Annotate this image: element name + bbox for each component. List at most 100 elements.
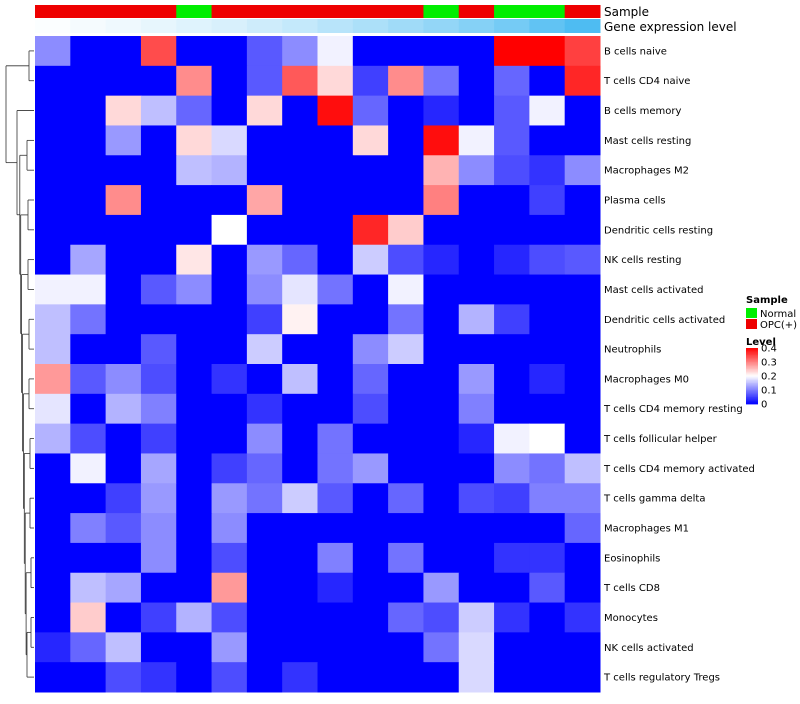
heatmap-cell	[317, 483, 354, 514]
heatmap-cell	[140, 65, 177, 97]
annotation-tracks	[35, 5, 601, 33]
heatmap-cell	[70, 214, 107, 246]
heatmap-cell	[388, 572, 424, 604]
sample-track-cell	[246, 5, 283, 18]
level-legend-tick-label: 0.3	[761, 358, 777, 369]
heatmap-cell	[423, 334, 460, 365]
heatmap-cell	[105, 65, 142, 97]
heatmap-cell	[70, 155, 107, 186]
heatmap-cell	[352, 513, 389, 544]
heatmap-cell	[211, 125, 248, 156]
heatmap-cell	[35, 632, 71, 663]
heatmap-cell	[317, 602, 354, 633]
level-legend-gradient-step	[746, 394, 758, 396]
heatmap-cell	[246, 304, 283, 335]
heatmap-cell	[423, 662, 460, 693]
heatmap-cell	[529, 513, 566, 544]
heatmap-cell	[211, 453, 248, 484]
heatmap-cell	[70, 125, 107, 156]
heatmap-cell	[352, 244, 389, 276]
heatmap-cell	[35, 155, 71, 186]
heatmap-cell	[105, 662, 142, 693]
level-legend-tick-label: 0.1	[761, 386, 777, 397]
heatmap-cell	[317, 542, 354, 574]
heatmap-cell	[494, 393, 530, 425]
heatmap-cell	[529, 214, 566, 246]
heatmap-cell	[388, 602, 424, 633]
heatmap-cell	[140, 542, 177, 574]
heatmap-cell	[317, 95, 354, 126]
heatmap-cell	[105, 423, 142, 454]
heatmap-cell	[35, 393, 71, 425]
level-legend-gradient-step	[746, 401, 758, 403]
heatmap-cell	[282, 364, 318, 395]
heatmap-cell	[494, 155, 530, 186]
heatmap-cell	[35, 483, 71, 514]
heatmap-cell	[564, 572, 601, 604]
row-label: T cells CD8	[603, 583, 660, 594]
level-legend-gradient-step	[746, 370, 758, 373]
heatmap-cell	[352, 36, 389, 67]
heatmap-cell	[140, 274, 177, 305]
level-legend-gradient-step	[746, 357, 758, 360]
heatmap-cell	[317, 453, 354, 484]
heatmap-cell	[529, 244, 566, 276]
sample-legend-title: Sample	[746, 295, 788, 306]
heatmap-cell	[529, 125, 566, 156]
heatmap-cell	[176, 423, 213, 454]
level-legend-gradient-step	[746, 366, 758, 368]
heatmap-cell	[317, 364, 354, 395]
level-legend-gradient-step	[746, 363, 758, 366]
heatmap-cell	[423, 483, 460, 514]
row-labels: B cells naive T cells CD4 naive B cells me…	[603, 46, 755, 683]
heatmap-cell	[564, 125, 601, 156]
heatmap-cell	[529, 662, 566, 693]
expression-track-cell	[35, 19, 71, 33]
heatmap-cell	[388, 304, 424, 335]
heatmap-cells	[35, 36, 601, 693]
heatmap-cell	[388, 662, 424, 693]
heatmap-cell	[140, 334, 177, 365]
heatmap-cell	[140, 185, 177, 216]
row-label: NK cells activated	[604, 643, 694, 654]
heatmap-cell	[282, 542, 318, 574]
heatmap-cell	[211, 632, 248, 663]
heatmap-cell	[105, 364, 142, 395]
heatmap-cell	[458, 334, 495, 365]
heatmap-cell	[211, 662, 248, 693]
sample-track-cell	[317, 5, 354, 18]
heatmap-cell	[352, 393, 389, 425]
heatmap-cell	[246, 662, 283, 693]
heatmap-cell	[211, 244, 248, 276]
heatmap-cell	[317, 36, 354, 67]
heatmap-cell	[564, 483, 601, 514]
annotation-track-labels: Sample Gene expression level	[604, 5, 737, 34]
heatmap-cell	[458, 125, 495, 156]
heatmap-cell	[282, 572, 318, 604]
heatmap-cell	[211, 334, 248, 365]
heatmap-cell	[317, 662, 354, 693]
heatmap-cell	[529, 185, 566, 216]
sample-track-cell	[282, 5, 318, 18]
heatmap-cell	[423, 423, 460, 454]
heatmap-cell	[35, 513, 71, 544]
level-legend-gradient-step	[746, 376, 758, 378]
heatmap-cell	[388, 65, 424, 97]
heatmap-cell	[458, 304, 495, 335]
heatmap-cell	[140, 155, 177, 186]
heatmap-cell	[70, 513, 107, 544]
heatmap-cell	[140, 602, 177, 633]
row-label: Neutrophils	[604, 345, 661, 356]
heatmap-cell	[494, 423, 530, 454]
sample-track-cell	[423, 5, 460, 18]
heatmap-cell	[352, 334, 389, 365]
expression-track-cell	[317, 19, 354, 33]
heatmap-cell	[458, 423, 495, 454]
heatmap-cell	[70, 453, 107, 484]
heatmap-cell	[105, 632, 142, 663]
sample-track-cell	[352, 5, 389, 18]
heatmap-cell	[458, 65, 495, 97]
heatmap-cell	[529, 572, 566, 604]
